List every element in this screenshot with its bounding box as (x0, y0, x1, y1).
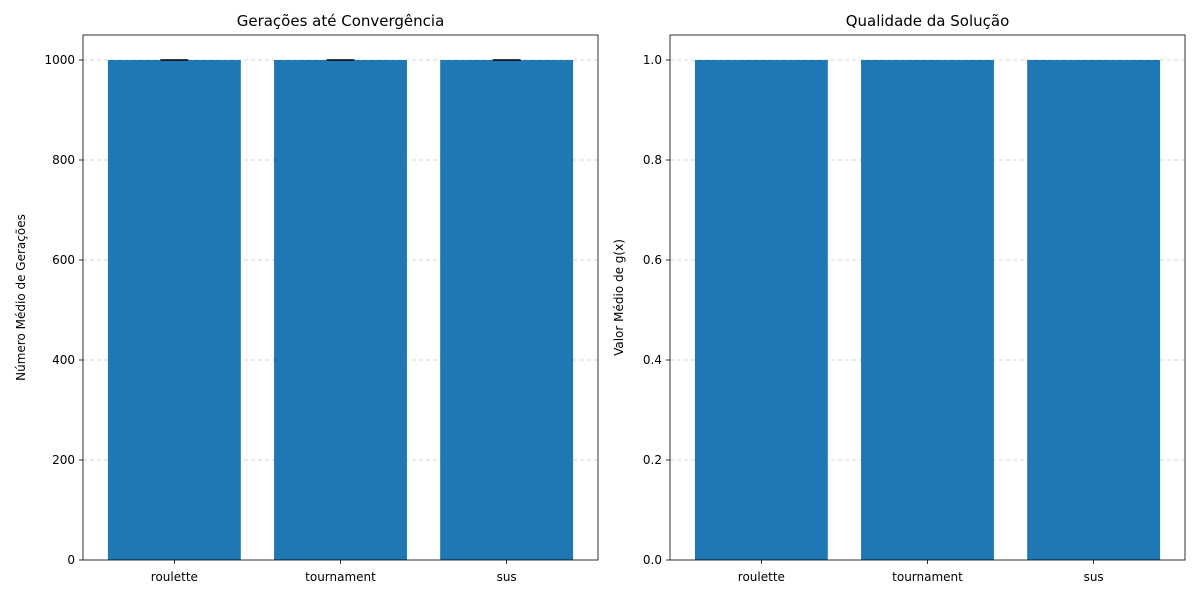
chart-title: Qualidade da Solução (846, 12, 1010, 30)
bar-tournament (861, 60, 994, 560)
x-tick-label: roulette (738, 570, 785, 584)
y-tick-label: 0.2 (643, 453, 662, 467)
y-tick-label: 0 (67, 553, 75, 567)
y-axis-label: Número Médio de Gerações (14, 214, 28, 381)
x-tick-label: roulette (151, 570, 198, 584)
y-tick-label: 200 (52, 453, 75, 467)
chart-panel-1: roulette tournament sus 0 200 400 600 800 1000 Ge… (14, 12, 599, 584)
y-tick-label: 1.0 (643, 53, 662, 67)
y-tick-label: 0.8 (643, 153, 662, 167)
y-tick-label: 0.0 (643, 553, 662, 567)
x-tick-label: tournament (892, 570, 963, 584)
chart-panel-2: roulette tournament sus 0.0 0.2 0.4 0.6 0.8 1.0 Q… (612, 12, 1186, 584)
y-tick-label: 600 (52, 253, 75, 267)
y-tick-label: 0.4 (643, 353, 662, 367)
bar-sus (440, 60, 574, 560)
y-tick-label: 400 (52, 353, 75, 367)
axes-frame (669, 34, 1186, 561)
x-tick-label: tournament (305, 570, 376, 584)
y-tick-label: 800 (52, 153, 75, 167)
axes-frame (82, 34, 599, 561)
x-tick-label: sus (1084, 570, 1104, 584)
y-axis-label: Valor Médio de g(x) (612, 239, 626, 356)
chart-title: Gerações até Convergência (237, 12, 445, 30)
y-tick-label: 1000 (44, 53, 75, 67)
bar-tournament (274, 60, 407, 560)
bar-roulette (107, 60, 241, 560)
bar-sus (1027, 60, 1161, 560)
y-tick-label: 0.6 (643, 253, 662, 267)
bar-roulette (694, 60, 828, 560)
x-tick-label: sus (497, 570, 517, 584)
